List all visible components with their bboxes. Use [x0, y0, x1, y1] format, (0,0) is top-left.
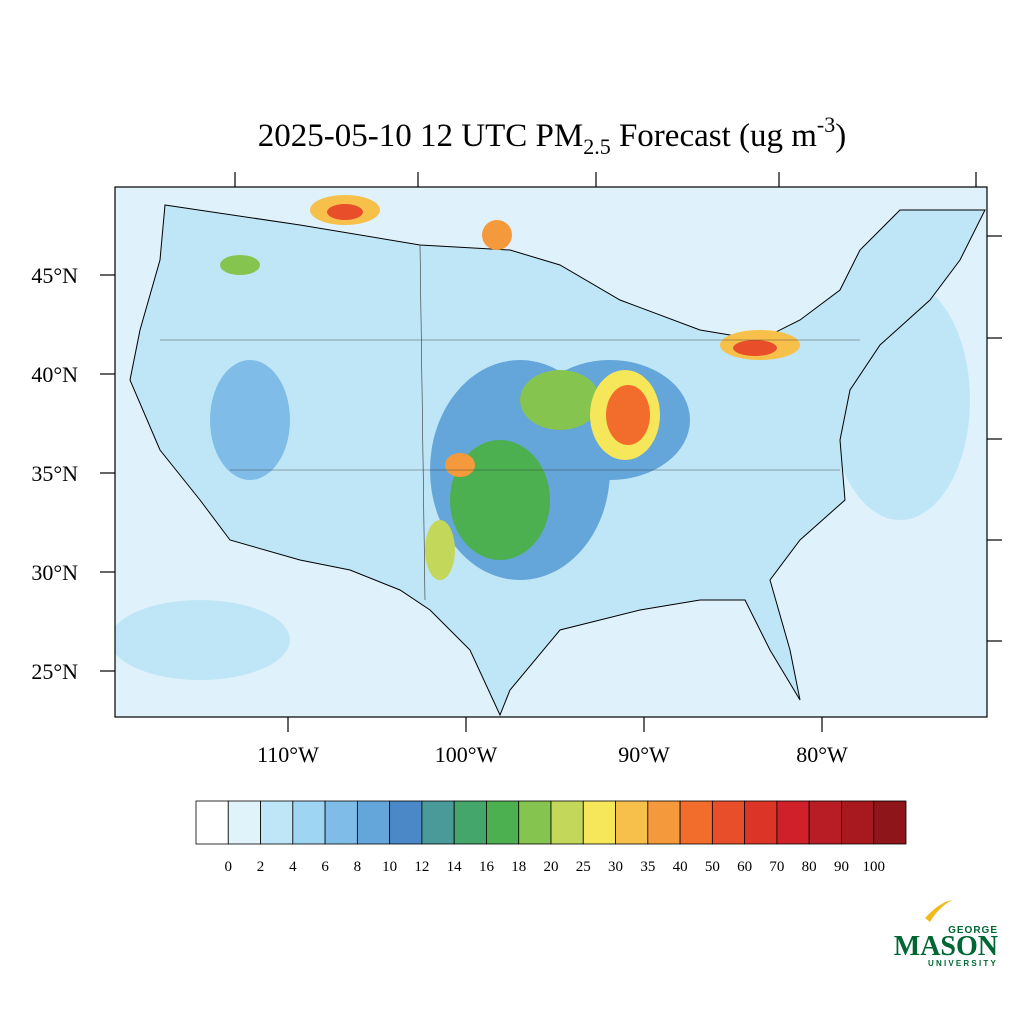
- colorbar-label: 8: [354, 859, 362, 875]
- colorbar-label: 10: [382, 859, 397, 875]
- logo: GEORGE MASON UNIVERSITY: [894, 900, 998, 968]
- colorbar-label: 25: [576, 859, 591, 875]
- colorbar-box: [776, 800, 810, 845]
- colorbar-label: 40: [673, 859, 688, 875]
- colorbar-box: [647, 800, 681, 845]
- colorbar-label: 100: [862, 859, 885, 875]
- colorbar-box: [679, 800, 713, 845]
- colorbar-label: 2: [257, 859, 265, 875]
- title: 2025-05-10 12 UTC PM2.5 Forecast (ug m-3…: [258, 112, 846, 159]
- colorbar-box: [615, 800, 649, 845]
- colorbar-label: 14: [447, 859, 463, 875]
- logo-main: MASON: [894, 931, 998, 962]
- colorbar-label: 0: [225, 859, 233, 875]
- colorbar-label: 80: [802, 859, 817, 875]
- colorbar-label: 35: [640, 859, 655, 875]
- map-frame: [114, 186, 988, 718]
- lat-label: 45°N: [31, 263, 78, 288]
- lon-label: 100°W: [435, 742, 498, 767]
- colorbar-label: 70: [769, 859, 784, 875]
- lon-label: 80°W: [796, 742, 848, 767]
- colorbar-box: [841, 800, 875, 845]
- colorbar-box: [195, 800, 229, 845]
- colorbar-label: 90: [834, 859, 849, 875]
- logo-top: GEORGE: [948, 925, 998, 936]
- lat-label: 35°N: [31, 461, 78, 486]
- colorbar-label: 20: [544, 859, 559, 875]
- colorbar-box: [711, 800, 746, 845]
- lat-label: 30°N: [31, 560, 78, 585]
- lat-label: 40°N: [31, 362, 78, 387]
- colorbar-box: [356, 800, 391, 845]
- colorbar-label: 30: [608, 859, 623, 875]
- colorbar-box: [292, 800, 326, 845]
- colorbar-box: [582, 800, 616, 845]
- colorbar-box: [324, 800, 358, 845]
- colorbar-box: [873, 800, 907, 845]
- colorbar-label: 6: [321, 859, 329, 875]
- colorbar-label: 4: [289, 859, 297, 875]
- colorbar-label: 50: [705, 859, 720, 875]
- colorbar-box: [389, 800, 423, 845]
- lat-label: 25°N: [31, 659, 78, 684]
- colorbar-label: 16: [479, 859, 495, 875]
- colorbar-label: 18: [511, 859, 526, 875]
- colorbar-box: [453, 800, 487, 845]
- logo-bottom: UNIVERSITY: [928, 959, 998, 968]
- colorbar-box: [227, 800, 261, 845]
- colorbar-box: [744, 800, 778, 845]
- frame-ticks: [234, 172, 1002, 642]
- map-field: [115, 187, 987, 717]
- colorbar-box: [260, 800, 294, 845]
- colorbar-box: [808, 800, 842, 845]
- colorbar-box: [486, 800, 520, 845]
- colorbar-label: 60: [737, 859, 752, 875]
- colorbar-label: 12: [414, 859, 429, 875]
- colorbar-box: [518, 800, 552, 845]
- colorbar-box: [421, 800, 455, 845]
- colorbar-box: [550, 800, 584, 845]
- lon-label: 110°W: [257, 742, 319, 767]
- lon-label: 90°W: [618, 742, 670, 767]
